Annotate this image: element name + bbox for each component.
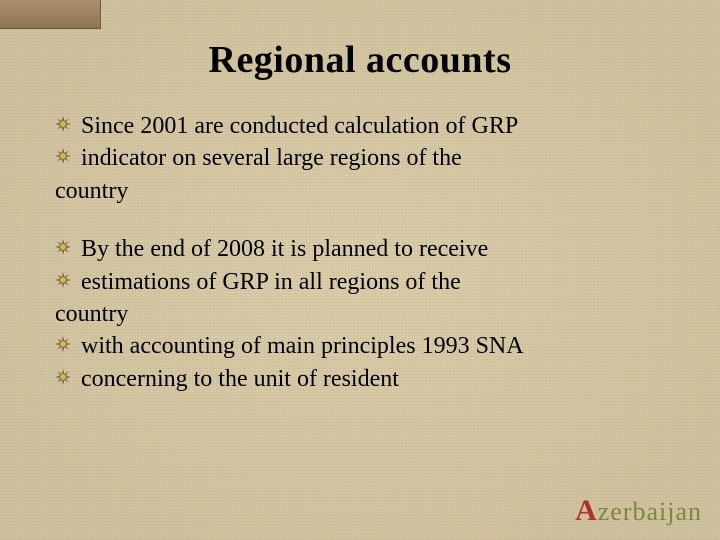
- body-text-line: By the end of 2008 it is planned to rece…: [81, 233, 488, 265]
- slide-title: Regional accounts: [55, 38, 665, 82]
- sunburst-bullet-icon: [55, 110, 81, 132]
- sunburst-bullet-icon: [55, 142, 81, 164]
- body-text-line: concerning to the unit of resident: [81, 363, 399, 395]
- sunburst-bullet-icon: [55, 233, 81, 255]
- slide-body: Regional accounts Since 2001 are conduct…: [0, 0, 720, 540]
- content-block: Since 2001 are conducted calculation of …: [55, 110, 665, 207]
- sunburst-bullet-icon: [55, 363, 81, 385]
- body-text-line: estimations of GRP in all regions of the: [81, 266, 461, 298]
- watermark-initial: A: [575, 494, 598, 527]
- watermark-rest: zerbaijan: [598, 497, 702, 526]
- body-text-line: indicator on several large regions of th…: [81, 142, 462, 174]
- body-text-continuation: country: [55, 175, 665, 207]
- sunburst-bullet-icon: [55, 266, 81, 288]
- body-text-continuation: country: [55, 298, 665, 330]
- country-watermark: Azerbaijan: [575, 494, 702, 528]
- body-text-line: with accounting of main principles 1993 …: [81, 330, 524, 362]
- body-text-line: Since 2001 are conducted calculation of …: [81, 110, 518, 142]
- sunburst-bullet-icon: [55, 330, 81, 352]
- content-block: By the end of 2008 it is planned to rece…: [55, 233, 665, 395]
